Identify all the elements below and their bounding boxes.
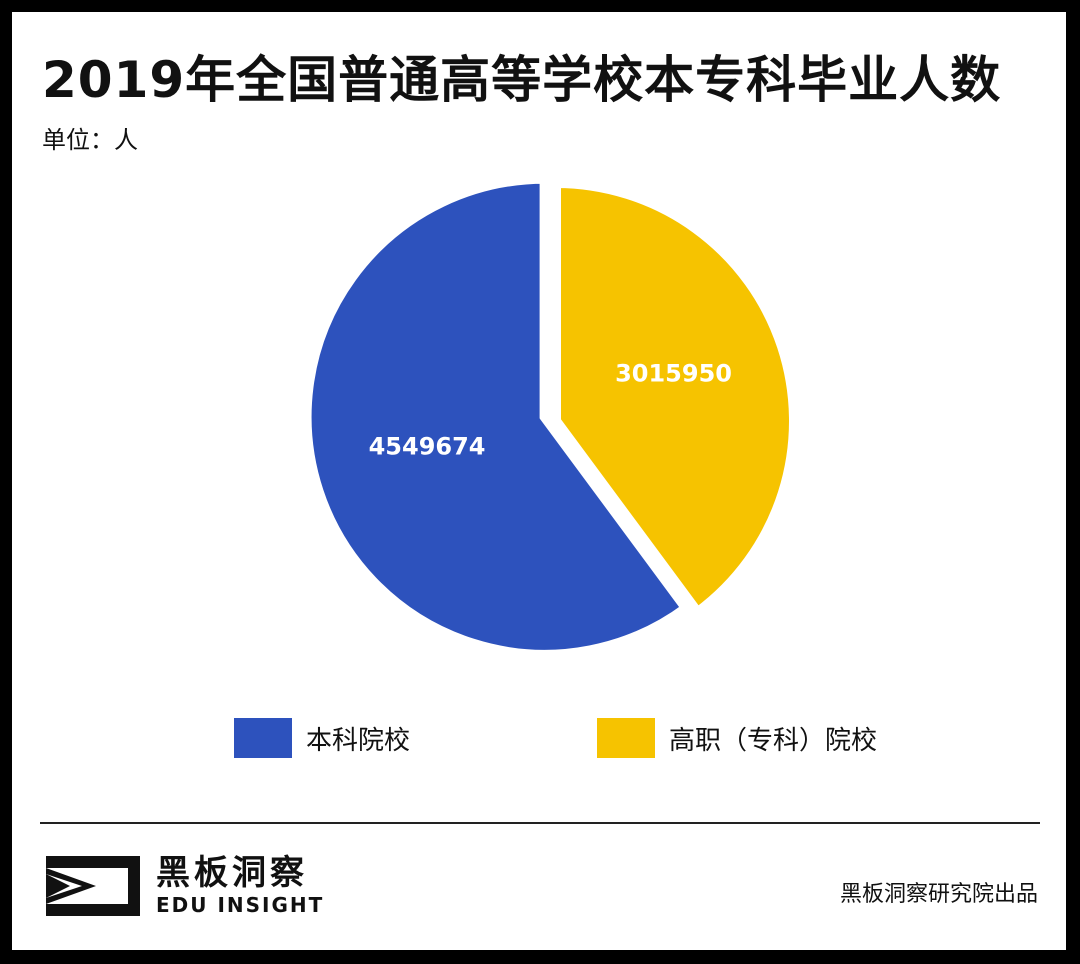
brand-name-en: EDU INSIGHT <box>156 893 325 917</box>
chart-canvas: 2019年全国普通高等学校本专科毕业人数 单位：人 4549674 3015950… <box>12 12 1066 950</box>
source-credit: 黑板洞察研究院出品 <box>839 882 1038 907</box>
legend-item-vocational: 高职（专科）院校 <box>597 718 877 758</box>
pie-slice-vocational <box>551 177 799 620</box>
chart-title: 2019年全国普通高等学校本专科毕业人数 <box>42 51 1002 109</box>
legend-swatch-undergraduate <box>234 718 292 758</box>
legend-label-undergraduate: 本科院校 <box>306 725 411 756</box>
legend-swatch-vocational <box>597 718 655 758</box>
pie-slice-undergraduate <box>301 173 694 660</box>
eye-logo-icon <box>46 856 140 916</box>
slice-value-undergraduate: 4549674 <box>369 433 486 461</box>
pie-chart: 4549674 3015950 <box>301 173 799 660</box>
brand-name-cn: 黑板洞察 <box>156 853 308 893</box>
footer-divider <box>40 822 1040 824</box>
legend-label-vocational: 高职（专科）院校 <box>669 725 878 756</box>
slice-value-vocational: 3015950 <box>615 359 732 387</box>
brand-logo: 黑板洞察 EDU INSIGHT <box>44 854 324 918</box>
unit-label: 单位：人 <box>42 126 138 154</box>
legend-item-undergraduate: 本科院校 <box>234 718 410 758</box>
